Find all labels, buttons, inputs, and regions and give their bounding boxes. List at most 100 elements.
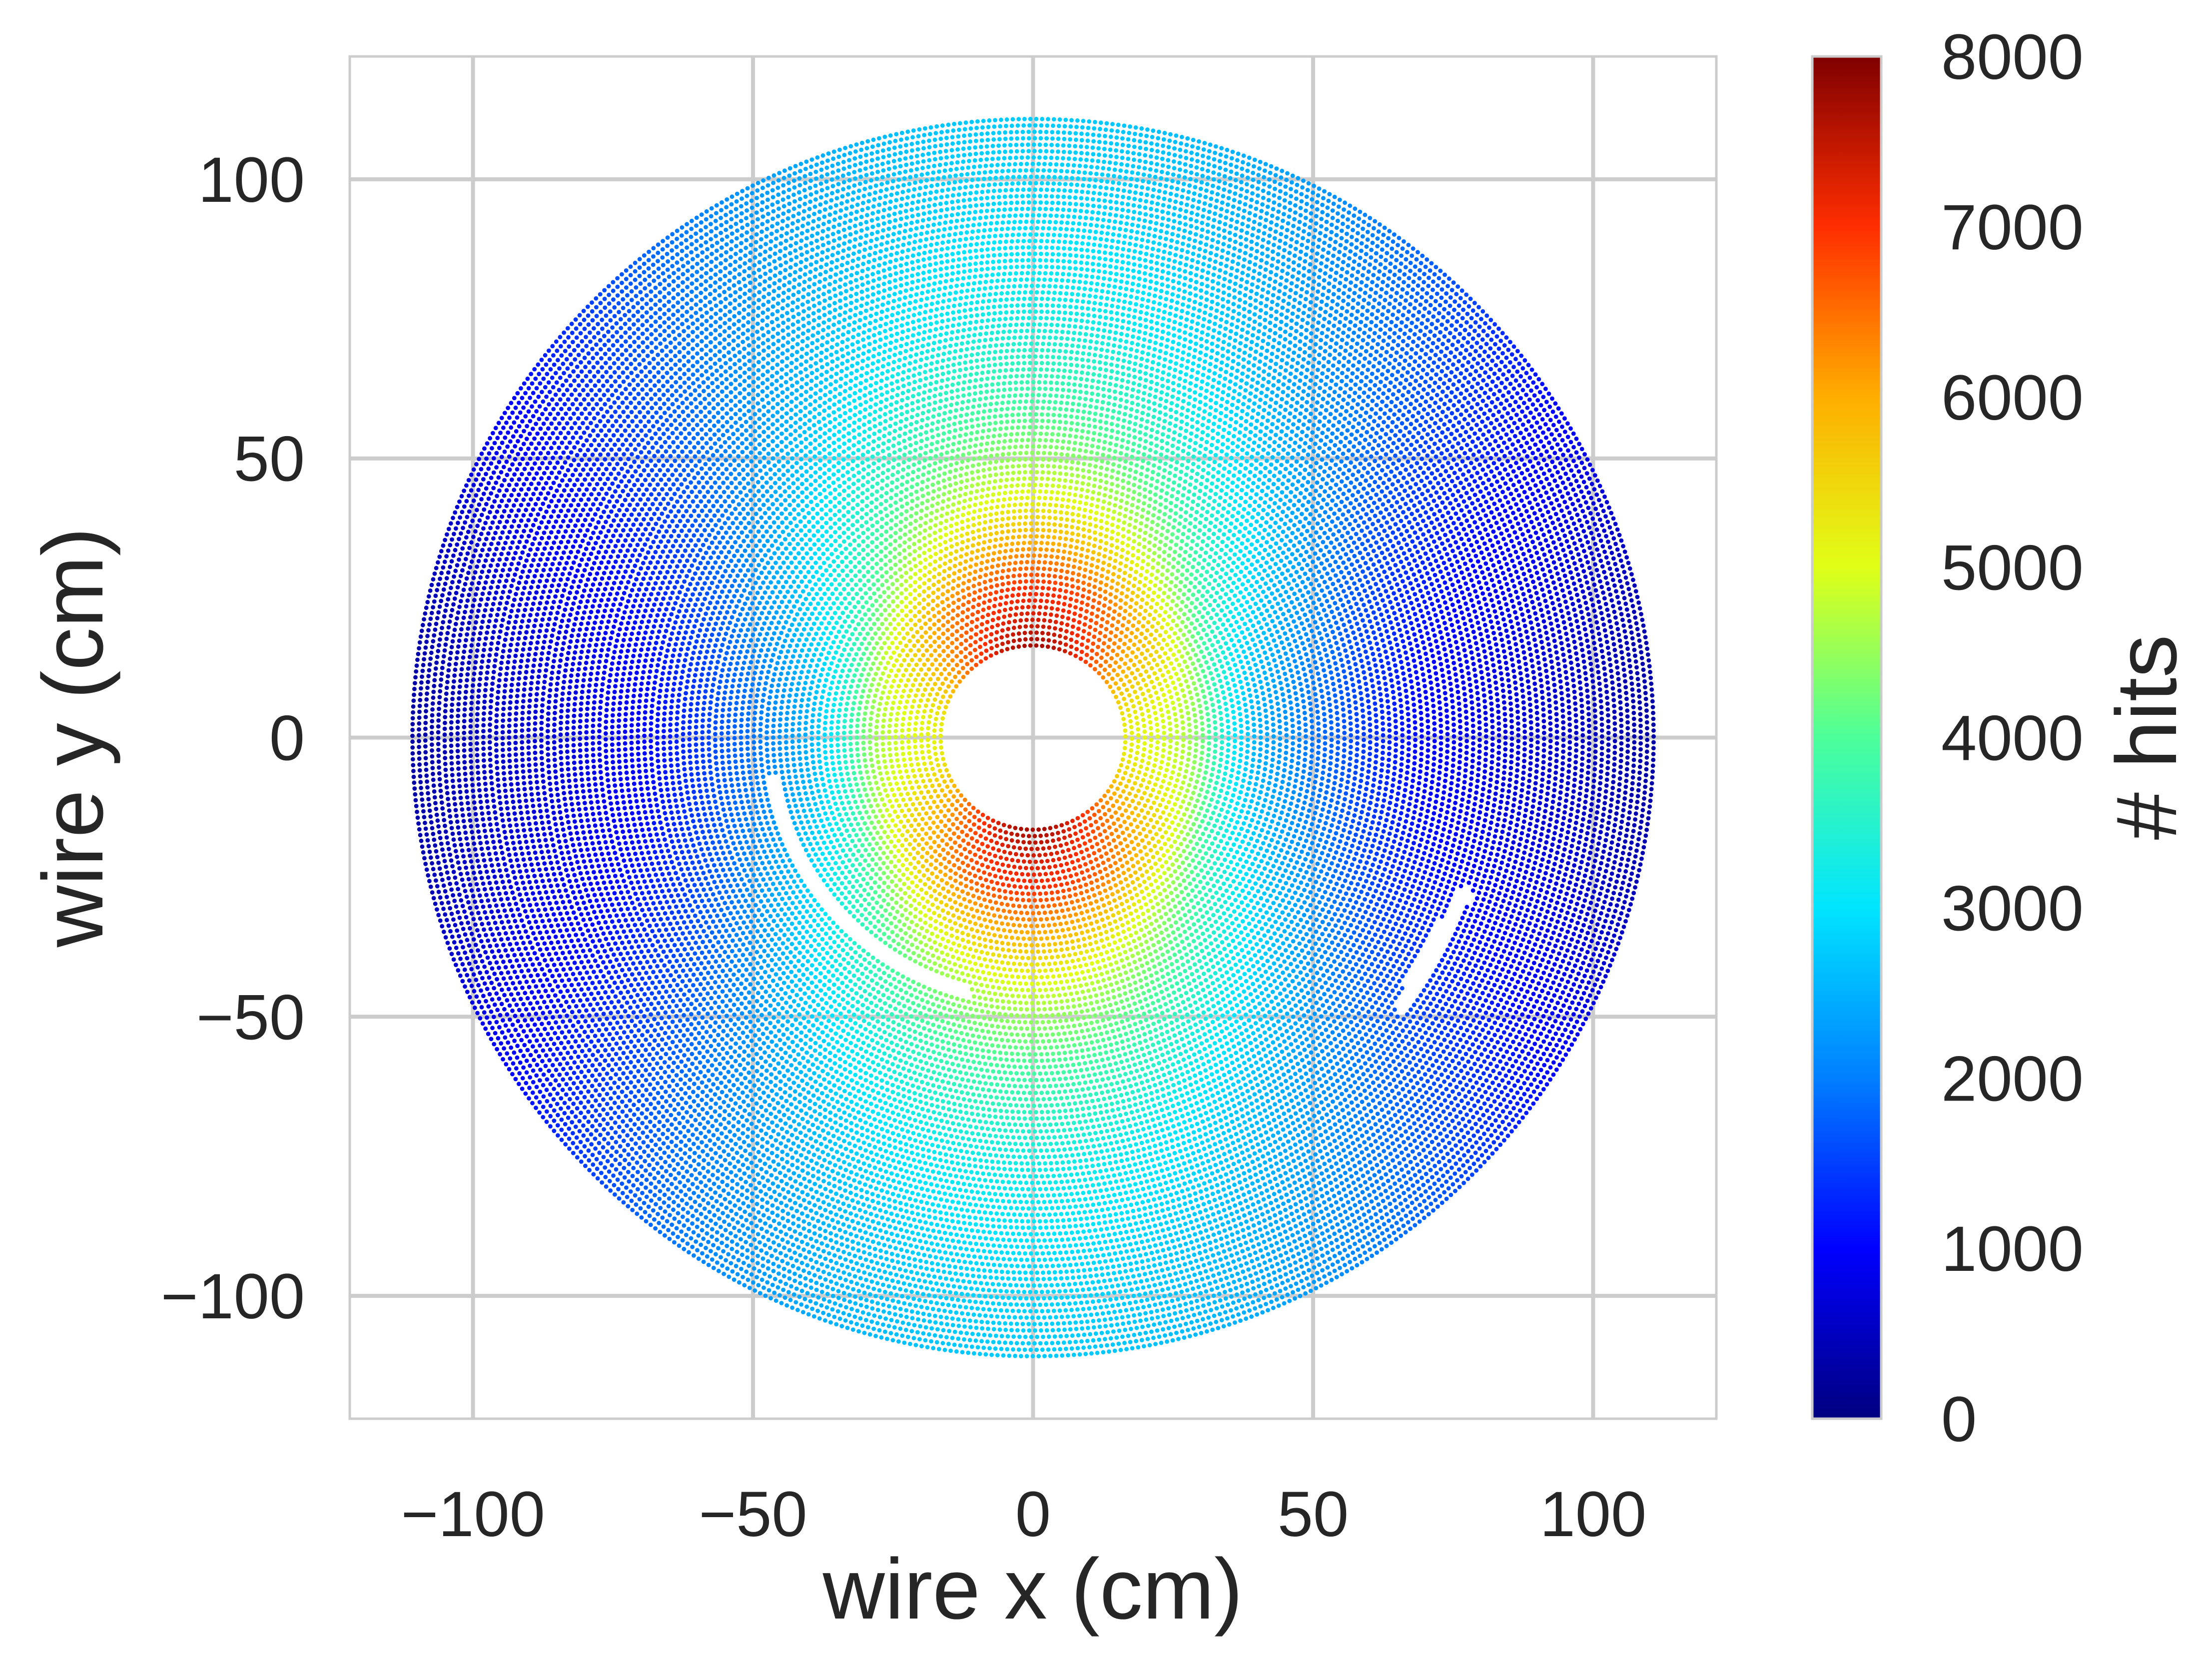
wire-point (1060, 504, 1064, 509)
wire-point (824, 626, 828, 630)
wire-point (1139, 943, 1144, 947)
wire-point (913, 866, 917, 870)
wire-point (823, 715, 828, 719)
wire-point (813, 802, 817, 806)
wire-point (1052, 903, 1057, 908)
wire-point (1130, 560, 1134, 564)
wire-point (1171, 652, 1176, 657)
wire-point (971, 517, 976, 521)
wire-point (924, 832, 928, 836)
wire-point (1167, 689, 1172, 694)
wire-point (1014, 612, 1018, 617)
wire-point (1142, 827, 1146, 832)
wire-point (953, 840, 957, 845)
wire-point (1239, 735, 1244, 740)
wire-point (952, 784, 957, 788)
wire-point (1163, 543, 1168, 548)
wire-point (798, 762, 803, 767)
wire-point (1107, 808, 1111, 812)
wire-point (912, 791, 917, 796)
wire-point (1041, 515, 1046, 520)
wire-point (842, 725, 846, 729)
wire-point (1149, 883, 1154, 887)
wire-point (1188, 656, 1193, 661)
wire-point (888, 753, 892, 757)
wire-point (1118, 952, 1122, 957)
wire-point (1077, 566, 1082, 570)
wire-point (1078, 864, 1082, 869)
wire-point (1207, 834, 1211, 839)
wire-point (1115, 799, 1119, 803)
wire-point (1087, 895, 1091, 900)
wire-point (897, 919, 902, 924)
wire-point (1133, 781, 1137, 786)
wire-point (1092, 634, 1096, 639)
wire-point (1134, 853, 1139, 858)
wire-point (1117, 518, 1121, 523)
wire-point (1152, 590, 1156, 595)
wire-point (1061, 556, 1066, 560)
wire-point (996, 927, 1001, 932)
wire-point (843, 619, 847, 624)
wire-point (954, 536, 958, 540)
wire-point (907, 926, 911, 930)
wire-point (1218, 617, 1222, 622)
wire-point (1226, 618, 1230, 622)
wire-point (1182, 633, 1186, 637)
wire-point (1240, 685, 1244, 690)
wire-point (1199, 756, 1204, 761)
wire-point (854, 592, 859, 596)
wire-point (926, 749, 931, 754)
wire-point (971, 523, 976, 528)
wire-point (963, 798, 967, 802)
wire-point (920, 896, 925, 901)
wire-point (1182, 837, 1187, 842)
wire-point (1245, 792, 1249, 797)
wire-point (1154, 934, 1159, 938)
wire-point (808, 664, 812, 668)
wire-point (870, 636, 874, 641)
wire-point (947, 566, 952, 571)
wire-point (922, 905, 926, 909)
wire-point (977, 936, 982, 941)
wire-point (964, 877, 968, 881)
wire-point (1014, 968, 1018, 973)
wire-point (1120, 813, 1124, 817)
wire-point (1116, 581, 1120, 586)
wire-point (900, 728, 904, 733)
wire-point (1030, 515, 1034, 520)
wire-point (816, 724, 821, 729)
wire-point (1104, 534, 1108, 539)
wire-point (1054, 825, 1058, 829)
wire-point (1192, 905, 1196, 910)
wire-point (1077, 620, 1082, 624)
wire-point (1119, 677, 1123, 682)
wire-point (925, 851, 929, 855)
wire-point (1185, 807, 1189, 812)
wire-point (857, 838, 862, 843)
wire-point (1125, 827, 1129, 831)
wire-point (913, 605, 917, 609)
wire-point (949, 779, 954, 783)
wire-point (1228, 692, 1233, 697)
wire-point (935, 815, 940, 819)
wire-point (1137, 899, 1141, 904)
wire-point (1163, 774, 1167, 778)
wire-point (815, 663, 819, 668)
wire-point (1130, 631, 1134, 635)
wire-point (1092, 813, 1097, 817)
wire-point (914, 751, 918, 755)
wire-point (1022, 859, 1026, 864)
wire-point (870, 705, 875, 709)
wire-point (939, 745, 943, 750)
wire-point (1208, 778, 1213, 783)
wire-point (1248, 693, 1253, 698)
wire-point (1161, 598, 1165, 603)
wire-point (931, 810, 936, 815)
wire-point (985, 559, 990, 563)
wire-point (1150, 624, 1155, 629)
wire-point (977, 595, 982, 600)
wire-point (1122, 908, 1126, 913)
wire-point (1075, 539, 1080, 544)
wire-point (1134, 756, 1139, 761)
